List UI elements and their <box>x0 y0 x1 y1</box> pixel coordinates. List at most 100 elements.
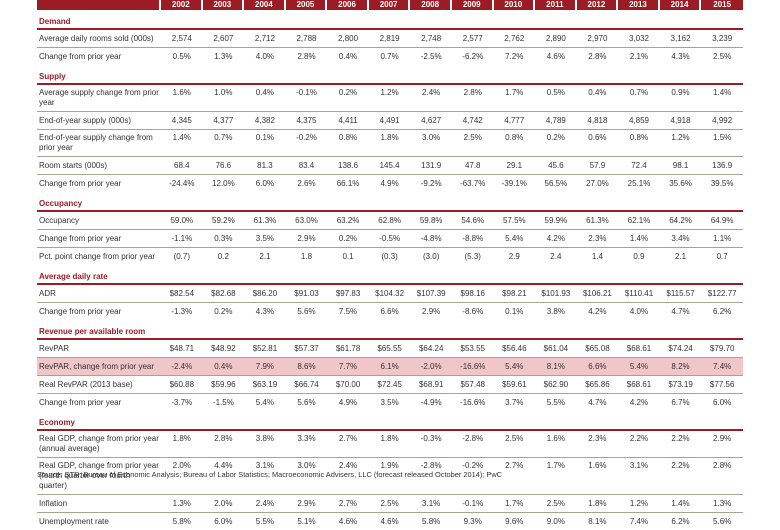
value-cell-2005: 2.9% <box>285 230 328 248</box>
value-cell-2014: 35.6% <box>669 178 692 188</box>
source-note: Source: STR; Bureau of Economic Analysis… <box>37 470 502 479</box>
value-cell-2014: 4,918 <box>659 112 702 130</box>
section-title: Average daily rate <box>37 265 743 285</box>
value-cell-2015: 1.4% <box>701 85 743 112</box>
value-cell-2013: 4.0% <box>629 306 649 316</box>
value-cell-2009: -63.7% <box>460 178 486 188</box>
value-cell-2011: 4,789 <box>535 112 577 130</box>
value-cell-2015: $79.70 <box>701 340 743 358</box>
year-header-2012: 2012 <box>576 0 619 10</box>
value-cell-2010: 3.7% <box>505 397 524 407</box>
value-cell-2015: 1.3% <box>701 495 743 513</box>
value-cell-2011: 1.7% <box>535 458 577 495</box>
value-cell-2007: 0.7% <box>380 51 399 61</box>
table-row: ADR $82.54 $82.68 $86.20 $91.03 $97.83 $104.32… <box>37 285 743 303</box>
value-cell-2006: 7.7% <box>327 358 369 376</box>
value-cell-2008: 3.1% <box>410 495 452 513</box>
value-cell-2005: 2.9% <box>285 495 328 513</box>
value-cell-2009: -8.6% <box>462 306 484 316</box>
value-cell-2013: 72.4 <box>618 157 660 175</box>
value-cell-2012: 1.4 <box>591 251 603 261</box>
value-cell-2013: 0.7% <box>618 85 660 112</box>
table-row: Pct. point change from prior year (0.7) 0.… <box>37 248 743 265</box>
value-cell-2014: 2.1 <box>674 251 687 261</box>
value-cell-2010: 5.4% <box>493 230 536 248</box>
value-cell-2010: $56.46 <box>493 340 536 358</box>
value-cell-2011: 2.5% <box>535 495 577 513</box>
value-cell-2006: 63.2% <box>327 212 369 230</box>
value-cell-2004: 5.4% <box>255 397 275 407</box>
value-cell-2004: 3.8% <box>244 431 286 458</box>
section-header: Demand <box>37 10 743 30</box>
value-cell-2007: -0.5% <box>368 230 411 248</box>
value-cell-2006: 2.4% <box>327 458 369 495</box>
value-cell-2003: 0.2 <box>217 251 229 261</box>
value-cell-2002: 1.6% <box>161 85 203 112</box>
value-cell-2004: 3.1% <box>244 458 286 495</box>
section-title: Occupancy <box>37 192 743 212</box>
value-cell-2009: -6.2% <box>462 51 484 61</box>
value-cell-2011: 56.5% <box>544 178 568 188</box>
value-cell-2007: 62.8% <box>368 212 411 230</box>
value-cell-2007: 4,491 <box>368 112 411 130</box>
value-cell-2015: 39.5% <box>710 178 734 188</box>
value-cell-2013: 3,032 <box>618 30 660 48</box>
value-cell-2005: -0.2% <box>285 130 328 157</box>
row-label: Real RevPAR (2013 base) <box>37 376 162 394</box>
row-label: Real GDP, change from prior year (annual… <box>37 431 162 458</box>
value-cell-2007: 3.5% <box>380 397 399 407</box>
value-cell-2011: 8.1% <box>535 358 577 376</box>
table-row: Room starts (000s) 68.4 76.6 81.3 83.4 138.6 1… <box>37 157 743 175</box>
value-cell-2015: 1.1% <box>701 230 743 248</box>
table-row: Real GDP, change from prior year (annual… <box>37 431 743 458</box>
value-cell-2004: 4.3% <box>255 306 275 316</box>
value-cell-2014: 64.2% <box>659 212 702 230</box>
value-cell-2012: 4.7% <box>588 397 607 407</box>
value-cell-2013: 7.4% <box>629 516 649 526</box>
value-cell-2005: 5.6% <box>297 397 316 407</box>
value-cell-2004: 4.0% <box>255 51 275 61</box>
value-cell-2013: $68.61 <box>618 340 660 358</box>
value-cell-2004: $52.81 <box>244 340 286 358</box>
value-cell-2005: $66.74 <box>285 376 328 394</box>
value-cell-2007: 2,819 <box>368 30 411 48</box>
value-cell-2009: 47.8 <box>451 157 494 175</box>
value-cell-2011: 5.5% <box>546 397 565 407</box>
value-cell-2003: 0.3% <box>202 230 245 248</box>
value-cell-2002: -1.1% <box>161 230 203 248</box>
value-cell-2002: -1.3% <box>171 306 193 316</box>
row-label: End-of-year supply (000s) <box>37 112 162 130</box>
year-header-2014: 2014 <box>659 0 702 10</box>
value-cell-2008: 5.8% <box>422 516 441 526</box>
value-cell-2014: $73.19 <box>659 376 702 394</box>
year-header-2004: 2004 <box>244 0 286 10</box>
value-cell-2013: 0.9 <box>633 251 645 261</box>
value-cell-2011: 9.0% <box>546 516 565 526</box>
value-cell-2012: 2.3% <box>576 431 619 458</box>
value-cell-2002: 5.8% <box>172 516 191 526</box>
row-label: Occupancy <box>37 212 162 230</box>
value-cell-2011: 59.9% <box>535 212 577 230</box>
value-cell-2010: 1.7% <box>493 495 536 513</box>
value-cell-2009: 9.3% <box>463 516 482 526</box>
value-cell-2009: $98.16 <box>451 285 494 303</box>
value-cell-2003: 2.8% <box>202 431 245 458</box>
value-cell-2003: 4,377 <box>202 112 245 130</box>
table-row: End-of-year supply (000s) 4,345 4,377 4,382… <box>37 112 743 130</box>
value-cell-2011: 2.4 <box>550 251 562 261</box>
section-title: Revenue per available room <box>37 320 743 340</box>
value-cell-2007: (0.3) <box>381 251 398 261</box>
value-cell-2003: 76.6 <box>202 157 245 175</box>
value-cell-2013: 0.8% <box>618 130 660 157</box>
value-cell-2010: 7.2% <box>505 51 524 61</box>
year-header-2007: 2007 <box>368 0 411 10</box>
value-cell-2008: -2.8% <box>410 458 452 495</box>
value-cell-2008: $107.39 <box>410 285 452 303</box>
value-cell-2010: 0.1% <box>505 306 524 316</box>
value-cell-2010: 1.7% <box>493 85 536 112</box>
value-cell-2008: 4,627 <box>410 112 452 130</box>
value-cell-2009: 2,577 <box>451 30 494 48</box>
table-row: Occupancy 59.0% 59.2% 61.3% 63.0% 63.2% 62.8% 5… <box>37 212 743 230</box>
value-cell-2005: 2.6% <box>297 178 316 188</box>
value-cell-2008: 59.8% <box>410 212 452 230</box>
